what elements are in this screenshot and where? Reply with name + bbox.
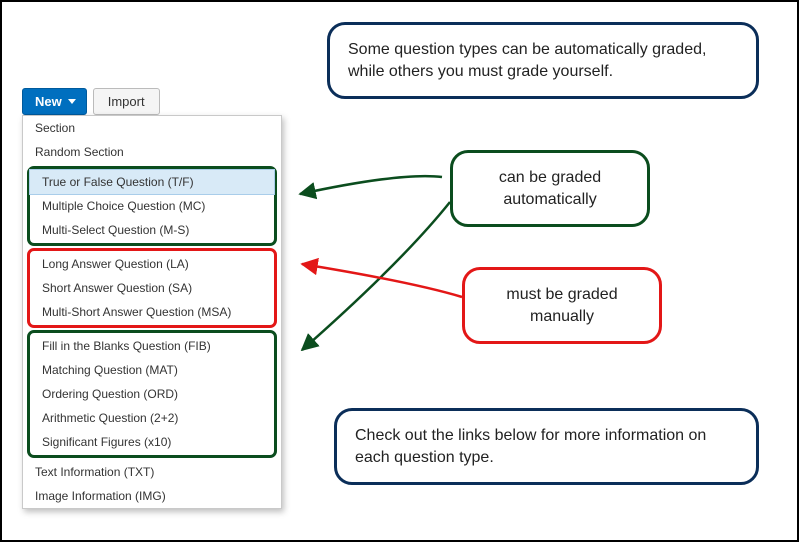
menu-item-short-answer[interactable]: Short Answer Question (SA) xyxy=(30,276,274,300)
menu-item-section[interactable]: Section xyxy=(23,116,281,140)
menu-item-multi-select[interactable]: Multi-Select Question (M-S) xyxy=(30,218,274,242)
new-button-label: New xyxy=(35,94,62,109)
menu-item-image-info[interactable]: Image Information (IMG) xyxy=(23,484,281,508)
group-auto-2: Fill in the Blanks Question (FIB) Matchi… xyxy=(27,330,277,458)
menu-item-matching[interactable]: Matching Question (MAT) xyxy=(30,358,274,382)
new-button[interactable]: New xyxy=(22,88,87,115)
menu-item-significant-figures[interactable]: Significant Figures (x10) xyxy=(30,430,274,454)
callout-more-info: Check out the links below for more infor… xyxy=(334,408,759,485)
group-manual: Long Answer Question (LA) Short Answer Q… xyxy=(27,248,277,328)
caret-down-icon xyxy=(68,99,76,104)
callout-manual: must be graded manually xyxy=(462,267,662,344)
menu-item-true-false[interactable]: True or False Question (T/F) xyxy=(30,170,274,194)
menu-item-long-answer[interactable]: Long Answer Question (LA) xyxy=(30,252,274,276)
arrow-manual xyxy=(302,264,462,297)
arrow-auto-1 xyxy=(300,176,442,194)
group-auto-1: True or False Question (T/F) Multiple Ch… xyxy=(27,166,277,246)
import-button[interactable]: Import xyxy=(93,88,160,115)
callout-intro: Some question types can be automatically… xyxy=(327,22,759,99)
canvas: Some question types can be automatically… xyxy=(0,0,799,542)
menu-item-random-section[interactable]: Random Section xyxy=(23,140,281,164)
new-dropdown-menu: Section Random Section True or False Que… xyxy=(22,115,282,509)
menu-item-multi-short-answer[interactable]: Multi-Short Answer Question (MSA) xyxy=(30,300,274,324)
callout-auto: can be graded automatically xyxy=(450,150,650,227)
menu-item-fill-blanks[interactable]: Fill in the Blanks Question (FIB) xyxy=(30,334,274,358)
menu-item-ordering[interactable]: Ordering Question (ORD) xyxy=(30,382,274,406)
menu-item-arithmetic[interactable]: Arithmetic Question (2+2) xyxy=(30,406,274,430)
arrow-auto-2 xyxy=(302,202,450,350)
menu-item-text-info[interactable]: Text Information (TXT) xyxy=(23,460,281,484)
toolbar: New Import xyxy=(22,88,160,115)
menu-item-multiple-choice[interactable]: Multiple Choice Question (MC) xyxy=(30,194,274,218)
